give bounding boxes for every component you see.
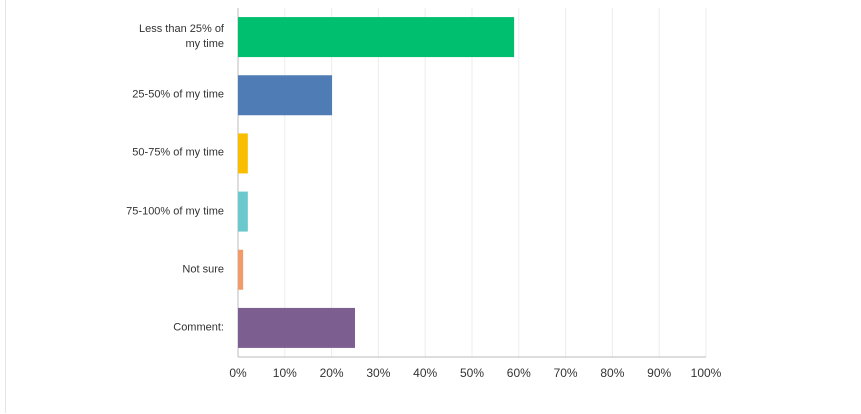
x-tick-label: 100%	[691, 366, 722, 380]
bar	[238, 17, 515, 58]
x-tick-label: 30%	[366, 366, 390, 380]
category-label: Less than 25% of my time	[138, 23, 224, 51]
bar	[238, 75, 333, 116]
category-label: 25-50% of my time	[132, 88, 224, 101]
x-tick-label: 50%	[460, 366, 484, 380]
bar	[238, 307, 355, 348]
bar	[238, 249, 244, 290]
x-tick-label: 10%	[273, 366, 297, 380]
x-tick-label: 40%	[413, 366, 437, 380]
category-label: Not sure	[182, 263, 224, 276]
x-tick-label: 80%	[600, 366, 624, 380]
x-tick-label: 20%	[320, 366, 344, 380]
category-label: 75-100% of my time	[126, 205, 224, 218]
bar	[238, 133, 248, 174]
x-tick-label: 70%	[554, 366, 578, 380]
x-tick-label: 90%	[647, 366, 671, 380]
x-tick-label: 0%	[229, 366, 247, 380]
category-label: Comment:	[173, 321, 224, 334]
panel-border	[5, 0, 860, 413]
x-tick-label: 60%	[507, 366, 531, 380]
bar	[238, 191, 248, 232]
category-label: 50-75% of my time	[132, 146, 224, 159]
